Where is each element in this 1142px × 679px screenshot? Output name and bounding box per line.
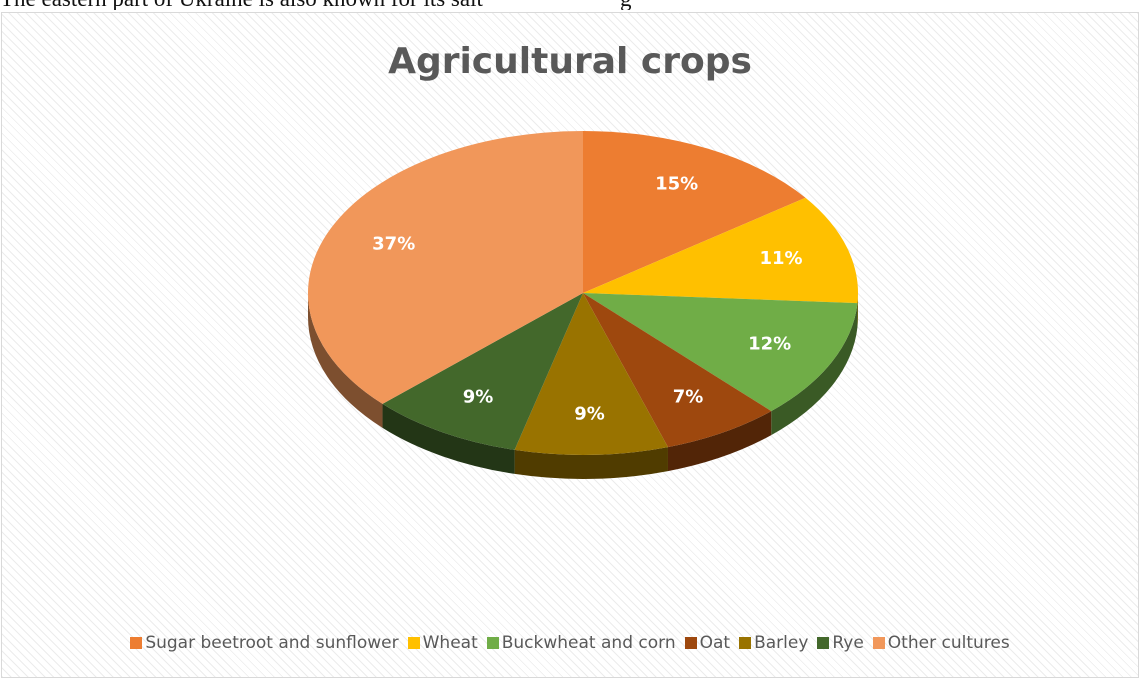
- legend-swatch: [130, 637, 143, 649]
- legend-swatch: [407, 637, 420, 649]
- pie-slice-6: [307, 131, 583, 404]
- pie-side-2: [771, 303, 858, 436]
- chart-area: Agricultural crops 15% 11% 12% 7% 9% 9% 37% Su…: [1, 12, 1139, 678]
- document-text-right: g: [620, 0, 632, 10]
- legend-swatch: [486, 637, 499, 649]
- pie-slice-3: [583, 293, 772, 448]
- pie-data-label-1: 11%: [760, 248, 803, 269]
- pie-data-label-3: 7%: [673, 387, 704, 408]
- pie-side-walls: [308, 293, 858, 479]
- legend-swatch: [817, 637, 830, 649]
- pie-slices: [307, 131, 858, 455]
- pie-side-3: [667, 411, 772, 472]
- legend-item: Rye: [817, 633, 864, 653]
- legend-item: Wheat: [407, 633, 478, 653]
- chart-title: Agricultural crops: [388, 41, 752, 82]
- pie-slice-4: [514, 293, 668, 455]
- pie-side-1: [857, 293, 858, 328]
- legend-item: Buckwheat and corn: [486, 633, 676, 653]
- legend-swatch: [739, 637, 752, 649]
- legend-label: Oat: [699, 633, 731, 653]
- document-text-line: The eastern part of Ukraine is also know…: [0, 0, 1142, 10]
- legend: Sugar beetroot and sunflower Wheat Buckwhe…: [2, 633, 1138, 653]
- legend-label: Buckwheat and corn: [501, 633, 676, 653]
- pie-data-label-2: 12%: [748, 334, 791, 355]
- pie-chart: 15% 11% 12% 7% 9% 9% 37%: [307, 131, 858, 479]
- legend-item: Other cultures: [872, 633, 1010, 653]
- legend-item: Barley: [739, 633, 808, 653]
- pie-data-labels: 15% 11% 12% 7% 9% 9% 37%: [372, 174, 802, 425]
- legend-swatch: [872, 637, 885, 649]
- pie-side-6: [308, 293, 383, 428]
- legend-item: Sugar beetroot and sunflower: [130, 633, 399, 653]
- pie-data-label-6: 37%: [372, 234, 415, 255]
- pie-slice-1: [583, 197, 858, 304]
- pie-side-5: [382, 403, 515, 474]
- pie-slice-5: [382, 293, 583, 450]
- pie-data-label-0: 15%: [655, 174, 698, 195]
- legend-label: Other cultures: [887, 633, 1010, 653]
- pie-side-4: [514, 447, 668, 479]
- legend-label: Wheat: [422, 633, 478, 653]
- pie-data-label-4: 9%: [574, 403, 605, 424]
- document-text-left: The eastern part of Ukraine is also know…: [0, 0, 483, 10]
- legend-label: Barley: [754, 633, 809, 653]
- pie-data-label-5: 9%: [463, 387, 494, 408]
- pie-slice-0: [583, 131, 806, 293]
- legend-item: Oat: [684, 633, 731, 653]
- legend-label: Rye: [832, 633, 864, 653]
- pie-slice-2: [583, 293, 858, 412]
- legend-swatch: [684, 637, 697, 649]
- legend-label: Sugar beetroot and sunflower: [145, 633, 399, 653]
